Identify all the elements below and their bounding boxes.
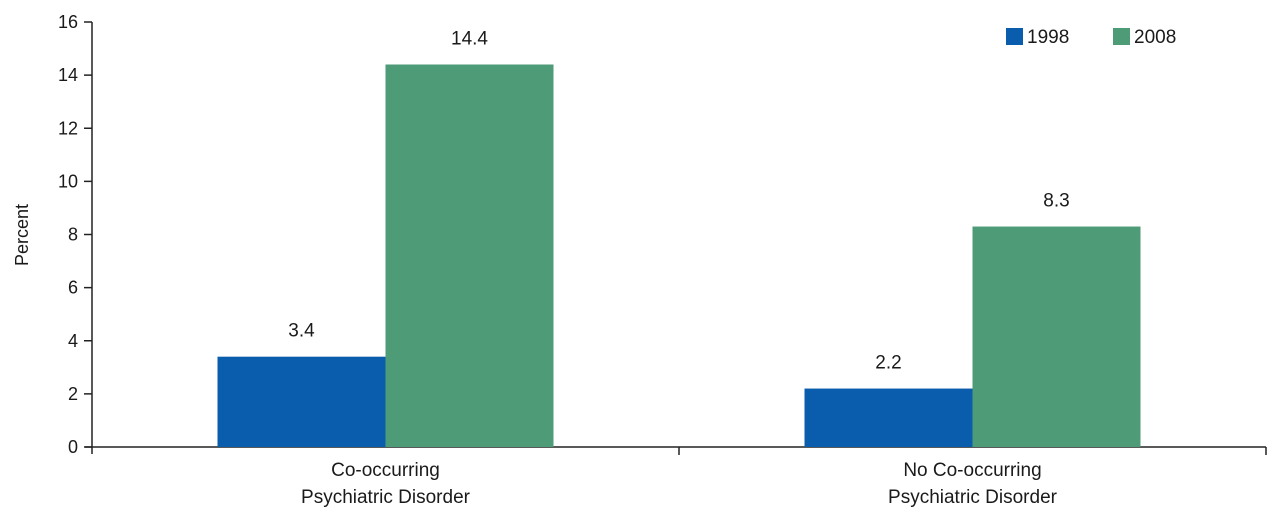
category-label: Psychiatric Disorder (888, 487, 1058, 508)
y-axis-title: Percent (12, 204, 32, 266)
bar-1998 (804, 388, 973, 447)
bar-1998 (217, 356, 386, 447)
legend-label: 1998 (1027, 27, 1069, 48)
y-tick-label: 0 (68, 437, 78, 457)
legend-swatch-2008 (1113, 28, 1130, 45)
y-tick-label: 12 (58, 118, 78, 138)
bar-2008 (385, 64, 554, 447)
bar-2008 (972, 226, 1141, 447)
plot-area: 0 2 4 6 8 10 12 14 16 3.4 14.4 Co-occurring Psychiat… (58, 12, 1267, 508)
y-tick-label: 16 (58, 12, 78, 32)
y-tick-label: 6 (68, 278, 78, 298)
category-label: Psychiatric Disorder (301, 487, 471, 508)
y-tick-label: 4 (68, 331, 78, 351)
data-label: 8.3 (1043, 191, 1069, 212)
data-label: 3.4 (288, 321, 315, 342)
legend-label: 2008 (1134, 27, 1176, 48)
legend: 1998 2008 (1006, 27, 1176, 48)
y-tick-label: 8 (68, 225, 78, 245)
y-tick-label: 2 (68, 384, 78, 404)
y-tick-label: 14 (58, 65, 78, 85)
category-label: No Co-occurring (903, 460, 1041, 481)
legend-swatch-1998 (1006, 28, 1023, 45)
data-label: 2.2 (875, 353, 901, 374)
category-label: Co-occurring (331, 460, 440, 481)
data-label: 14.4 (451, 29, 488, 50)
y-tick-label: 10 (58, 171, 78, 191)
